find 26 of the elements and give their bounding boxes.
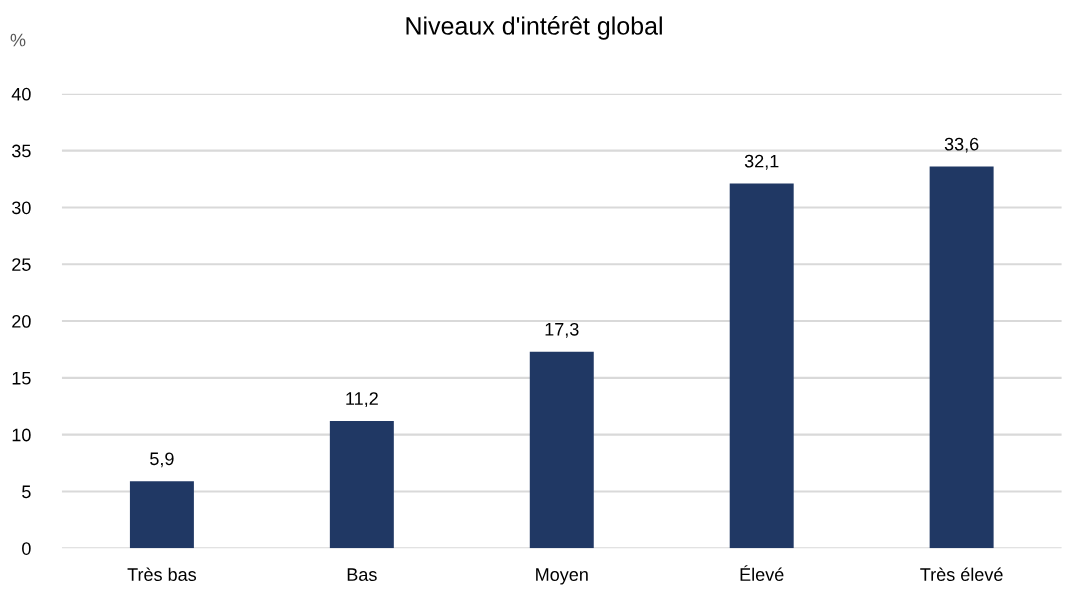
y-tick-label: 40 [11,87,31,101]
data-label: 32,1 [744,154,779,170]
x-tick-label: Moyen [536,568,588,585]
y-tick-label: 5 [22,485,31,499]
bar [129,481,194,549]
bar [929,166,994,549]
x-tick-label: Élevé [740,565,784,581]
y-tick-label: 15 [12,371,31,385]
bar [329,421,394,549]
data-label: 17,3 [545,322,579,338]
data-label: 33,6 [944,137,979,153]
y-axis-title: % [10,33,26,47]
x-tick-label: Très élevé [920,567,1003,581]
y-tick-label: 25 [12,258,31,271]
data-label: 5,9 [150,452,174,468]
x-tick-label: Bas [347,568,377,581]
y-tick-label: 35 [12,144,31,158]
y-tick-label: 10 [12,428,31,442]
data-label: 11,2 [346,392,378,408]
y-tick-label: 20 [12,314,31,328]
bar [529,351,594,549]
bar [729,183,794,549]
y-tick-label: 30 [12,201,31,215]
chart-title: Niveaux d'intérêt global [406,16,662,40]
x-tick-label: Très bas [127,567,197,581]
y-tick-label: 0 [22,542,31,555]
